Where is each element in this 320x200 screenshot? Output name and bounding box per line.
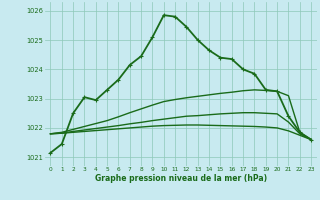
X-axis label: Graphe pression niveau de la mer (hPa): Graphe pression niveau de la mer (hPa): [95, 174, 267, 183]
